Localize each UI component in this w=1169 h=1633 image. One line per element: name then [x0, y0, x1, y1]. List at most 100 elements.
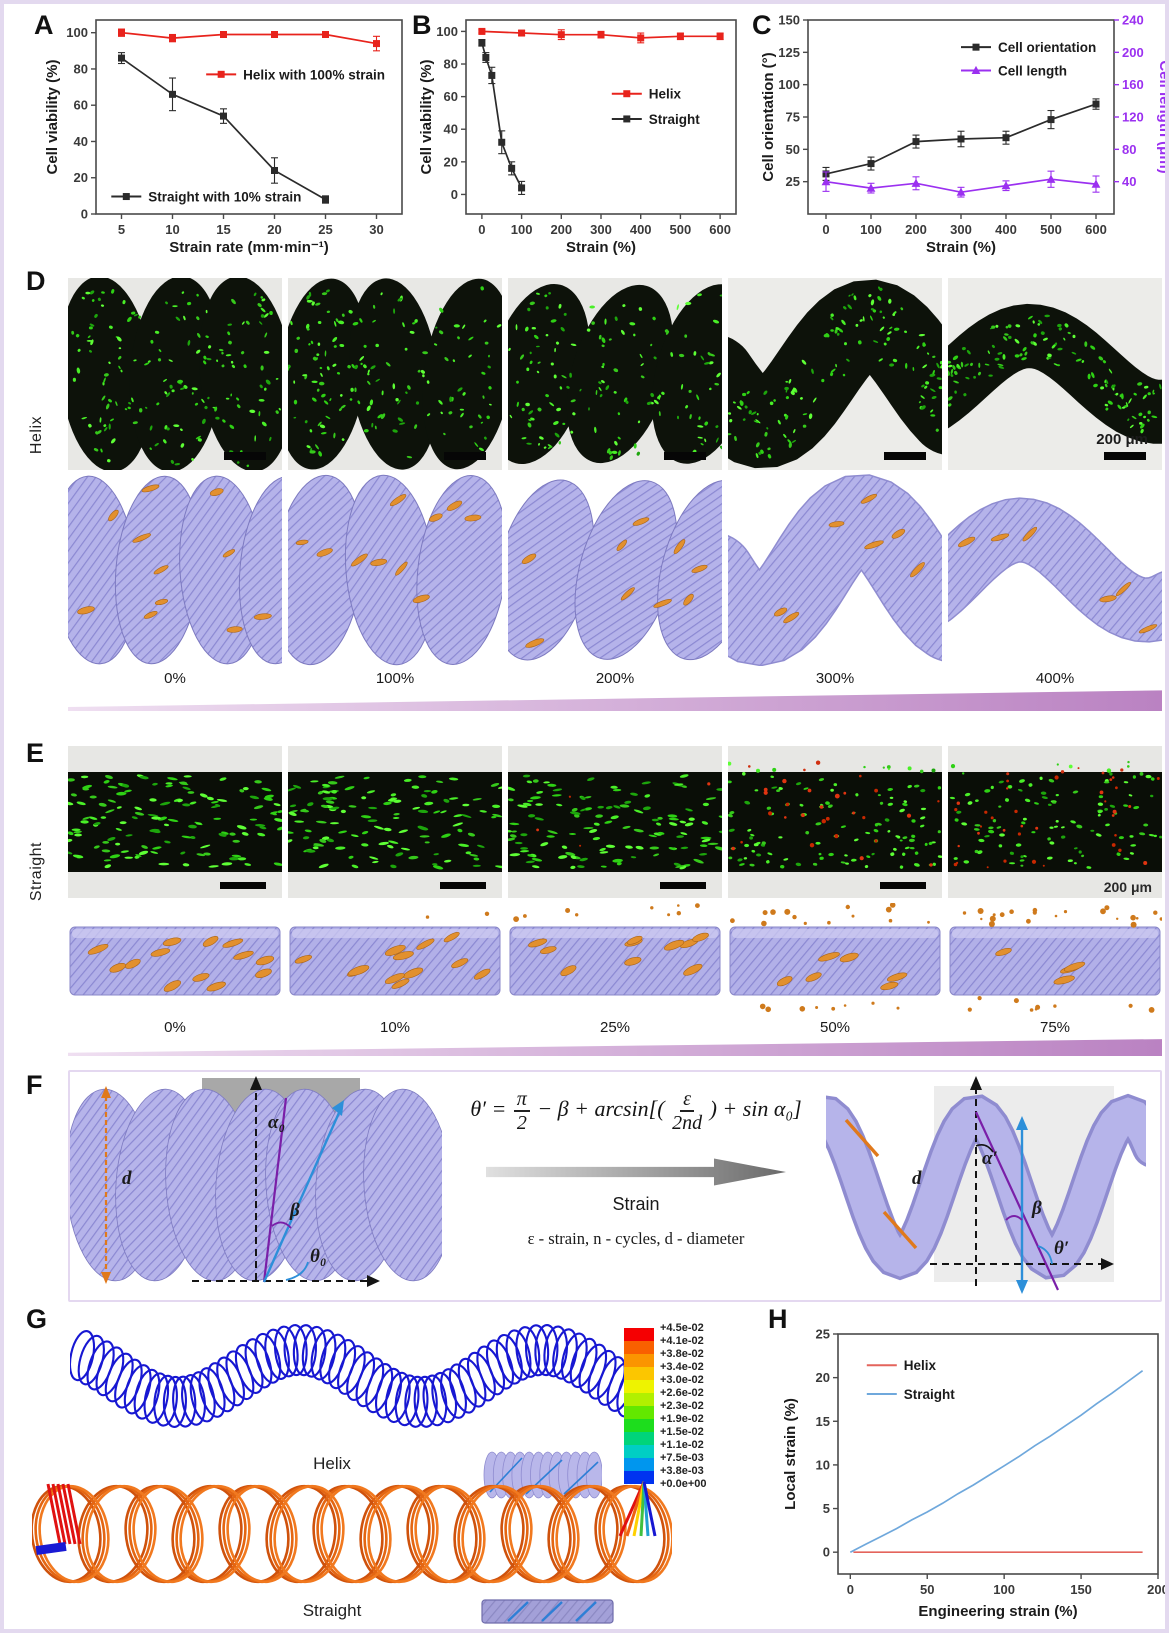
equation-lhs: θ′ = [470, 1096, 507, 1122]
svg-text:Engineering strain (%): Engineering strain (%) [918, 1603, 1077, 1620]
svg-text:0: 0 [478, 222, 485, 237]
alpha0-label: α₀ [268, 1112, 286, 1133]
helix-render-image [948, 497, 1162, 643]
colorbar-band [624, 1380, 654, 1393]
svg-text:500: 500 [670, 222, 692, 237]
panel-b-letter: B [412, 10, 432, 40]
svg-text:400: 400 [995, 222, 1017, 237]
panel-e-strain-labels: 0% 10% 25% 50% 75% [68, 1019, 1162, 1036]
svg-text:600: 600 [709, 222, 731, 237]
svg-text:Cell length: Cell length [998, 63, 1067, 78]
svg-text:400: 400 [630, 222, 652, 237]
fea-straight-caption: Straight [302, 1601, 362, 1620]
svg-text:Straight: Straight [904, 1387, 956, 1402]
colorbar-value: +1.1e-02 [660, 1439, 704, 1451]
svg-text:200 μm: 200 μm [1096, 431, 1148, 448]
helix-render-image [68, 475, 282, 665]
svg-text:80: 80 [1122, 142, 1136, 157]
svg-text:50: 50 [786, 142, 800, 157]
panel-g: G Helix +4.5e-02 +4.1e-02 +3.8e-02 +3.4e-02… [12, 1306, 767, 1629]
svg-text:20: 20 [74, 170, 88, 185]
diameter-label: d [122, 1168, 132, 1189]
svg-text:100: 100 [66, 25, 88, 40]
colorbar-band [624, 1406, 654, 1419]
svg-text:150: 150 [778, 13, 800, 28]
straight-fluorescence-image [728, 746, 942, 898]
chart-b: 0 100 200 300 400 500 600 Strain (%) 0 20 40 60 80 10… [418, 19, 737, 256]
svg-text:Strain (%): Strain (%) [926, 239, 996, 256]
svg-text:10: 10 [165, 222, 179, 237]
svg-text:20: 20 [444, 154, 458, 169]
straight-model-inset [481, 1599, 614, 1624]
panel-e-grid: 200 μm 0% 10% 25% 50% 75% [68, 746, 1162, 1056]
fea-helix-image [70, 1324, 640, 1428]
svg-text:120: 120 [1122, 110, 1144, 125]
svg-text:Straight with 10% strain: Straight with 10% strain [148, 190, 301, 205]
equation-frac-strain: ε 2nd [672, 1088, 703, 1134]
alpha-prime-label: α′ [982, 1148, 998, 1169]
svg-text:40: 40 [1122, 174, 1136, 189]
straight-render-image [509, 903, 721, 996]
straight-render-image [949, 905, 1162, 1013]
svg-text:Local strain (%): Local strain (%) [782, 1398, 799, 1510]
svg-text:240: 240 [1122, 13, 1144, 28]
svg-text:200: 200 [1122, 45, 1144, 60]
colorbar-band [624, 1445, 654, 1458]
panel-a-letter: A [34, 10, 54, 40]
svg-text:25: 25 [786, 174, 800, 189]
helix-fluorescence-image: 200 μm [948, 278, 1162, 470]
colorbar-band [624, 1328, 654, 1341]
colorbar-band [624, 1354, 654, 1367]
helix-render-image [508, 479, 722, 661]
chart-a: 5 10 15 20 25 30 Strain rate (mm·min⁻¹) 0 20 40 60… [44, 19, 403, 256]
bottom-row: G Helix +4.5e-02 +4.1e-02 +3.8e-02 +3.4e-02… [12, 1306, 1165, 1629]
colorbar-value: +4.1e-02 [660, 1335, 704, 1347]
helix-render-image [288, 474, 502, 666]
svg-text:5: 5 [823, 1501, 830, 1516]
colorbar-band [624, 1341, 654, 1354]
panel-d: D Helix 200 μm 0% 100% 200% 300% [12, 266, 1162, 726]
svg-text:0: 0 [81, 207, 88, 222]
straight-fluorescence-image: 200 μm [948, 746, 1162, 898]
svg-text:150: 150 [1070, 1582, 1092, 1597]
strain-label: 10% [379, 1019, 411, 1036]
chart-h: 0 50 100 150 200 Engineering strain (%) 0 5 10 15… [782, 1327, 1165, 1621]
equation-mid: − β + arcsin[( [537, 1096, 665, 1122]
strain-label: 50% [819, 1019, 851, 1036]
panel-h: H 0 50 100 150 200 Engineering strain (%) 0 5 10… [760, 1306, 1165, 1629]
colorbar-value: +3.8e-03 [660, 1465, 704, 1477]
stretched-helix-diagram: d α′ β θ′ [796, 1072, 1165, 1296]
svg-text:0: 0 [822, 222, 829, 237]
strain-label: 0% [164, 1019, 186, 1036]
strain-label: 200% [595, 670, 635, 687]
svg-text:0: 0 [451, 187, 458, 202]
svg-text:Cell viability (%): Cell viability (%) [44, 59, 61, 174]
svg-text:15: 15 [216, 222, 230, 237]
svg-text:20: 20 [816, 1370, 830, 1385]
relaxed-helix-diagram: d α₀ β θ₀ [65, 1072, 453, 1296]
svg-text:40: 40 [444, 122, 458, 137]
symbol-legend: ε - strain, n - cycles, d - diameter [527, 1229, 745, 1248]
svg-text:200 μm: 200 μm [1104, 879, 1152, 895]
fea-colorbar: +4.5e-02 +4.1e-02 +3.8e-02 +3.4e-02 +3.0e-02… [624, 1322, 707, 1490]
beta-label: β [1032, 1198, 1042, 1219]
svg-text:Cell length (μm): Cell length (μm) [1156, 60, 1169, 173]
straight-fluorescence-image [508, 746, 722, 898]
strain-label: 75% [1039, 1019, 1071, 1036]
strain-arrow [486, 1158, 786, 1186]
beta-label: β [290, 1200, 300, 1221]
svg-text:25: 25 [318, 222, 332, 237]
strain-label: 0% [164, 670, 186, 687]
strain-gradient-bar [68, 1039, 1162, 1056]
colorbar-value: +3.8e-02 [660, 1348, 704, 1360]
svg-text:0: 0 [847, 1582, 854, 1597]
colorbar-band [624, 1432, 654, 1445]
straight-fluorescence-image [68, 746, 282, 898]
colorbar-band [624, 1458, 654, 1471]
helix-fluorescence-image [728, 278, 942, 470]
panel-e: E Straight 200 μm 0% 10% 25% 50% [12, 732, 1162, 1064]
